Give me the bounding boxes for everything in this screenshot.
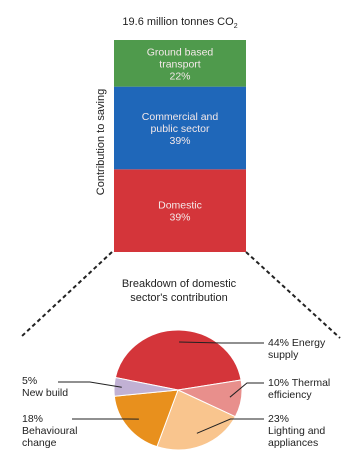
pie-leader-line-44-energy	[179, 341, 264, 344]
pie-slice-18-behavioural-change	[113, 389, 179, 448]
pie-chart-title: Breakdown of domestic sector's contributi…	[122, 278, 237, 304]
bar-segment-ground-based	[114, 40, 246, 87]
pie-leader-line-10-thermal	[229, 382, 264, 398]
pie-slice-44-energy-supply	[114, 329, 242, 391]
bar-segments	[114, 40, 246, 252]
pie-slice-labels: 44% Energy supply 10% Thermal efficiency 23%…	[22, 337, 330, 449]
pie-chart: Breakdown of domestic sector's contributi…	[22, 278, 330, 451]
pie-slice-23-lighting-and-appliances	[156, 389, 237, 451]
bar-segment-label-domestic: Domestic 39%	[158, 200, 202, 224]
stacked-bar-chart: 19.6 million tonnes CO2 Contribution to …	[95, 16, 246, 252]
bar-segment-labels: Domestic 39% Commercial and public sector 39…	[142, 46, 219, 223]
pie-slices	[113, 329, 243, 451]
bar-segment-domestic	[114, 169, 246, 252]
bar-segment-commercial-and	[114, 86, 246, 170]
callout-line-left	[21, 251, 113, 337]
bar-segment-label-commercial-and: Commercial and public sector 39%	[142, 111, 219, 147]
pie-slice-label-44-energy-supply: 44% Energy supply	[268, 337, 326, 361]
pie-slice-label-5-new-build: 5% New build	[22, 375, 68, 399]
callout-line-right	[245, 251, 341, 339]
bar-chart-y-axis-label: Contribution to saving	[95, 89, 107, 195]
callout-lines	[21, 251, 341, 339]
pie-slice-label-18-behavioural-change: 18% Behavioural change	[22, 413, 77, 449]
bar-segment-label-ground-based: Ground based transport 22%	[147, 46, 214, 82]
pie-leader-line-23	[196, 418, 264, 434]
pie-slice-label-10-thermal-efficiency: 10% Thermal efficiency	[268, 377, 330, 401]
bar-chart-title: 19.6 million tonnes CO2	[122, 16, 237, 30]
pie-slice-label-23-lighting-and-appliances: 23% Lighting and appliances	[268, 413, 325, 449]
pie-slice-5-new-build	[113, 376, 179, 397]
pie-leader-line-5	[58, 381, 122, 388]
